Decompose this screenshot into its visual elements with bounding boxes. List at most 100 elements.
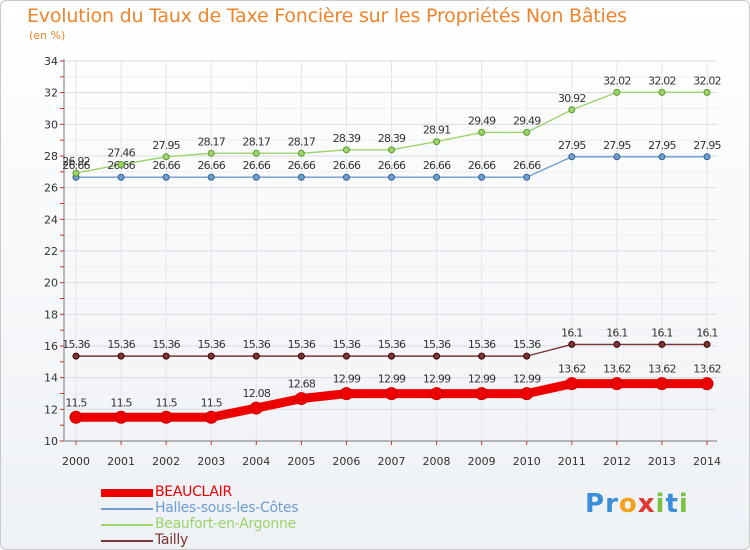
data-label: 15.36 xyxy=(288,338,316,351)
data-point xyxy=(297,173,305,181)
data-point xyxy=(388,146,395,154)
data-label: 12.08 xyxy=(243,387,271,400)
y-tick-label: 14 xyxy=(44,372,58,385)
data-label: 29.49 xyxy=(468,114,496,127)
data-point xyxy=(658,153,666,161)
legend-item: BEAUCLAIR xyxy=(101,484,361,501)
data-point xyxy=(475,387,489,401)
logo-letter: t xyxy=(665,489,679,519)
data-label: 26.92 xyxy=(62,155,90,168)
data-label: 28.17 xyxy=(243,135,271,148)
data-point xyxy=(523,128,531,136)
data-point xyxy=(294,392,308,406)
y-tick-label: 18 xyxy=(44,308,58,321)
data-label: 32.02 xyxy=(693,74,721,87)
data-label: 12.99 xyxy=(423,373,451,386)
data-point xyxy=(162,173,170,181)
data-point xyxy=(613,340,621,348)
data-point xyxy=(433,352,441,360)
data-point xyxy=(207,173,215,181)
data-label: 12.99 xyxy=(333,373,361,386)
data-point xyxy=(159,410,173,424)
data-label: 15.36 xyxy=(62,338,90,351)
data-point xyxy=(69,410,83,424)
data-point xyxy=(117,161,125,169)
data-label: 13.62 xyxy=(558,363,586,376)
y-tick-label: 10 xyxy=(44,435,58,448)
data-label: 32.02 xyxy=(648,74,676,87)
data-label: 26.66 xyxy=(288,159,316,172)
legend-item: Tailly xyxy=(101,532,361,549)
data-label: 27.95 xyxy=(558,139,586,152)
data-label: 27.95 xyxy=(693,139,721,152)
data-label: 32.02 xyxy=(603,74,631,87)
data-label: 15.36 xyxy=(152,338,180,351)
data-label: 28.39 xyxy=(378,132,406,145)
legend-label: BEAUCLAIR xyxy=(155,484,232,500)
data-label: 13.62 xyxy=(603,363,631,376)
data-label: 28.17 xyxy=(288,135,316,148)
data-label: 30.92 xyxy=(558,92,586,105)
data-point xyxy=(523,173,531,181)
data-point xyxy=(342,352,350,360)
legend-label: Beaufort-en-Argonne xyxy=(155,516,296,532)
logo-letter: i xyxy=(678,489,689,519)
data-label: 15.36 xyxy=(378,338,406,351)
data-point xyxy=(388,173,395,181)
data-point xyxy=(430,387,444,401)
data-label: 13.62 xyxy=(648,363,676,376)
x-tick-label: 2009 xyxy=(468,455,496,468)
data-point xyxy=(520,387,534,401)
data-point xyxy=(385,387,398,401)
data-point xyxy=(297,352,305,360)
legend-swatch xyxy=(101,508,153,510)
y-tick-label: 30 xyxy=(44,118,58,131)
x-tick-label: 2002 xyxy=(152,455,180,468)
logo-letter: P xyxy=(585,489,606,519)
data-point xyxy=(655,377,669,391)
data-point xyxy=(700,377,714,391)
data-label: 26.66 xyxy=(152,159,180,172)
logo-letter: o xyxy=(618,489,638,519)
data-label: 28.91 xyxy=(423,124,451,137)
legend-swatch xyxy=(101,489,153,497)
data-point xyxy=(204,410,218,424)
data-label: 27.95 xyxy=(648,139,676,152)
data-point xyxy=(297,149,305,157)
legend-swatch xyxy=(101,524,153,526)
data-point xyxy=(162,153,170,161)
data-point xyxy=(252,149,260,157)
data-point xyxy=(703,340,711,348)
data-label: 12.99 xyxy=(513,373,541,386)
data-point xyxy=(388,352,395,360)
y-tick-label: 20 xyxy=(44,277,58,290)
x-tick-label: 2007 xyxy=(378,455,406,468)
data-point xyxy=(162,352,170,360)
data-point xyxy=(613,88,621,96)
chart-legend: BEAUCLAIR Halles-sous-les-Côtes Beaufort-e… xyxy=(101,484,361,549)
data-label: 16.1 xyxy=(696,326,717,339)
x-tick-label: 2012 xyxy=(603,455,631,468)
data-point xyxy=(339,387,353,401)
legend-label: Halles-sous-les-Côtes xyxy=(155,500,299,516)
data-label: 11.5 xyxy=(201,396,223,409)
data-point xyxy=(658,88,666,96)
data-label: 29.49 xyxy=(513,114,541,127)
x-tick-label: 2003 xyxy=(197,455,225,468)
data-point xyxy=(703,153,711,161)
data-point xyxy=(72,352,80,360)
data-point xyxy=(114,410,128,424)
x-tick-label: 2001 xyxy=(107,455,135,468)
y-tick-label: 16 xyxy=(44,340,58,353)
data-point xyxy=(658,340,666,348)
y-tick-label: 12 xyxy=(44,403,58,416)
data-label: 26.66 xyxy=(197,159,225,172)
data-point xyxy=(342,146,350,154)
data-label: 27.95 xyxy=(603,139,631,152)
data-label: 11.5 xyxy=(110,396,132,409)
data-point xyxy=(613,153,621,161)
data-point xyxy=(478,128,486,136)
data-point xyxy=(207,352,215,360)
